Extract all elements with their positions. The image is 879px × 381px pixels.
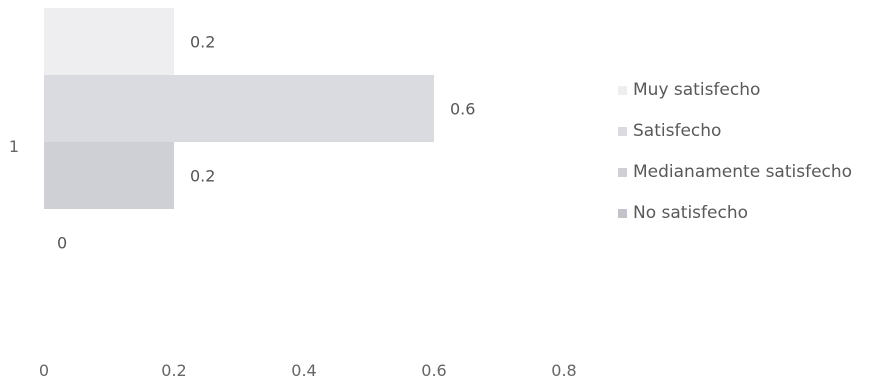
legend-label: Satisfecho <box>633 121 722 141</box>
bar-muy-satisfecho <box>44 8 174 75</box>
data-label: 0 <box>57 234 67 253</box>
x-tick-label: 0.2 <box>161 361 186 380</box>
legend-item: No satisfecho <box>618 203 852 223</box>
data-label: 0.2 <box>190 167 215 186</box>
legend-swatch <box>618 126 627 136</box>
x-tick-label: 0.4 <box>291 361 316 380</box>
legend-swatch <box>618 167 627 177</box>
x-tick-label: 0.6 <box>421 361 446 380</box>
legend-label: No satisfecho <box>633 203 749 223</box>
chart-legend: Muy satisfecho Satisfecho Medianamente sat… <box>618 80 852 244</box>
legend-swatch <box>618 208 627 218</box>
legend-label: Muy satisfecho <box>633 80 761 100</box>
data-label: 0.2 <box>190 33 215 52</box>
data-label: 0.6 <box>450 100 475 119</box>
bar-satisfecho <box>44 75 434 142</box>
x-tick-label: 0 <box>39 361 49 380</box>
legend-label: Medianamente satisfecho <box>633 162 853 182</box>
legend-item: Medianamente satisfecho <box>618 162 852 182</box>
bar-medianamente-satisfecho <box>44 142 174 209</box>
category-label: 1 <box>9 137 19 156</box>
legend-item: Satisfecho <box>618 121 852 141</box>
legend-swatch <box>618 85 627 95</box>
x-tick-label: 0.8 <box>551 361 576 380</box>
legend-item: Muy satisfecho <box>618 80 852 100</box>
